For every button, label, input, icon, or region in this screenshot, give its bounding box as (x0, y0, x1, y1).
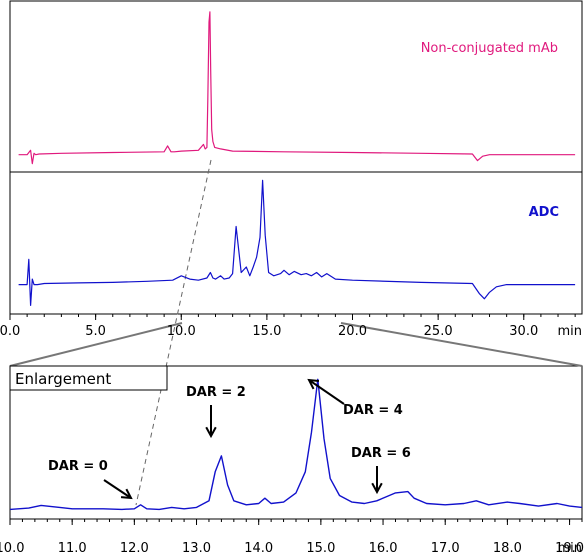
main-peak-dashed-link (135, 159, 212, 506)
x-tick-label: 16.0 (369, 541, 398, 555)
dar-arrow-shaft (308, 379, 345, 405)
x-tick-label: 18.0 (493, 541, 522, 555)
dar-annotation-label: DAR = 0 (48, 459, 108, 474)
x-tick-label: 0.0 (0, 324, 20, 339)
x-tick-label: 25.0 (424, 324, 453, 339)
x-tick-label: 11.0 (58, 541, 87, 555)
dar-annotation-label: DAR = 4 (343, 403, 403, 418)
trace-adc (18, 179, 576, 306)
x-tick-label: 20.0 (338, 324, 367, 339)
zoom-guide-left (9, 322, 183, 367)
dar-arrow-head (371, 482, 383, 495)
x-axis-unit-label: min (557, 541, 582, 555)
dar-arrow-shaft (103, 479, 132, 499)
x-tick-label: 30.0 (509, 324, 538, 339)
dar-arrow-head (307, 378, 320, 390)
x-tick-label: 17.0 (431, 541, 460, 555)
zoom-guide-right (340, 322, 583, 367)
middle-x-axis: 0.0 5.0 10.0 15.0 20.0 25.0 30.0 min (0, 314, 582, 339)
dar-annotation-label: DAR = 6 (351, 446, 411, 461)
series-label-non-conjugated-mab: Non-conjugated mAb (421, 41, 558, 56)
x-tick-label: 14.0 (244, 541, 273, 555)
middle-panel-frame (9, 171, 583, 315)
x-tick-label: 10.0 (167, 324, 196, 339)
bottom-x-axis: 10.0 11.0 12.0 13.0 14.0 15.0 16.0 17.0 18.0 19.0… (0, 519, 584, 555)
x-tick-label: 10.0 (0, 541, 24, 555)
x-tick-label: 19.0 (555, 541, 584, 555)
trace-non-conjugated-mab (18, 11, 576, 165)
enlargement-label-box (9, 365, 168, 391)
top-panel-frame (9, 0, 583, 173)
x-tick-label: 15.0 (252, 324, 281, 339)
dar-annotations: DAR = 0 DAR = 2 DAR = 4 DAR = 6 (48, 378, 411, 500)
x-axis-unit-label: min (557, 324, 582, 339)
enlargement-label: Enlargement (15, 370, 111, 388)
x-tick-label: 5.0 (85, 324, 106, 339)
dar-arrow-head (120, 488, 133, 500)
x-tick-label: 13.0 (182, 541, 211, 555)
x-tick-label: 12.0 (120, 541, 149, 555)
trace-adc-enlarged (9, 378, 583, 511)
x-tick-label: 15.0 (306, 541, 335, 555)
dar-arrow-head (205, 426, 217, 439)
dar-annotation-label: DAR = 2 (186, 385, 246, 400)
series-label-adc: ADC (529, 205, 559, 220)
